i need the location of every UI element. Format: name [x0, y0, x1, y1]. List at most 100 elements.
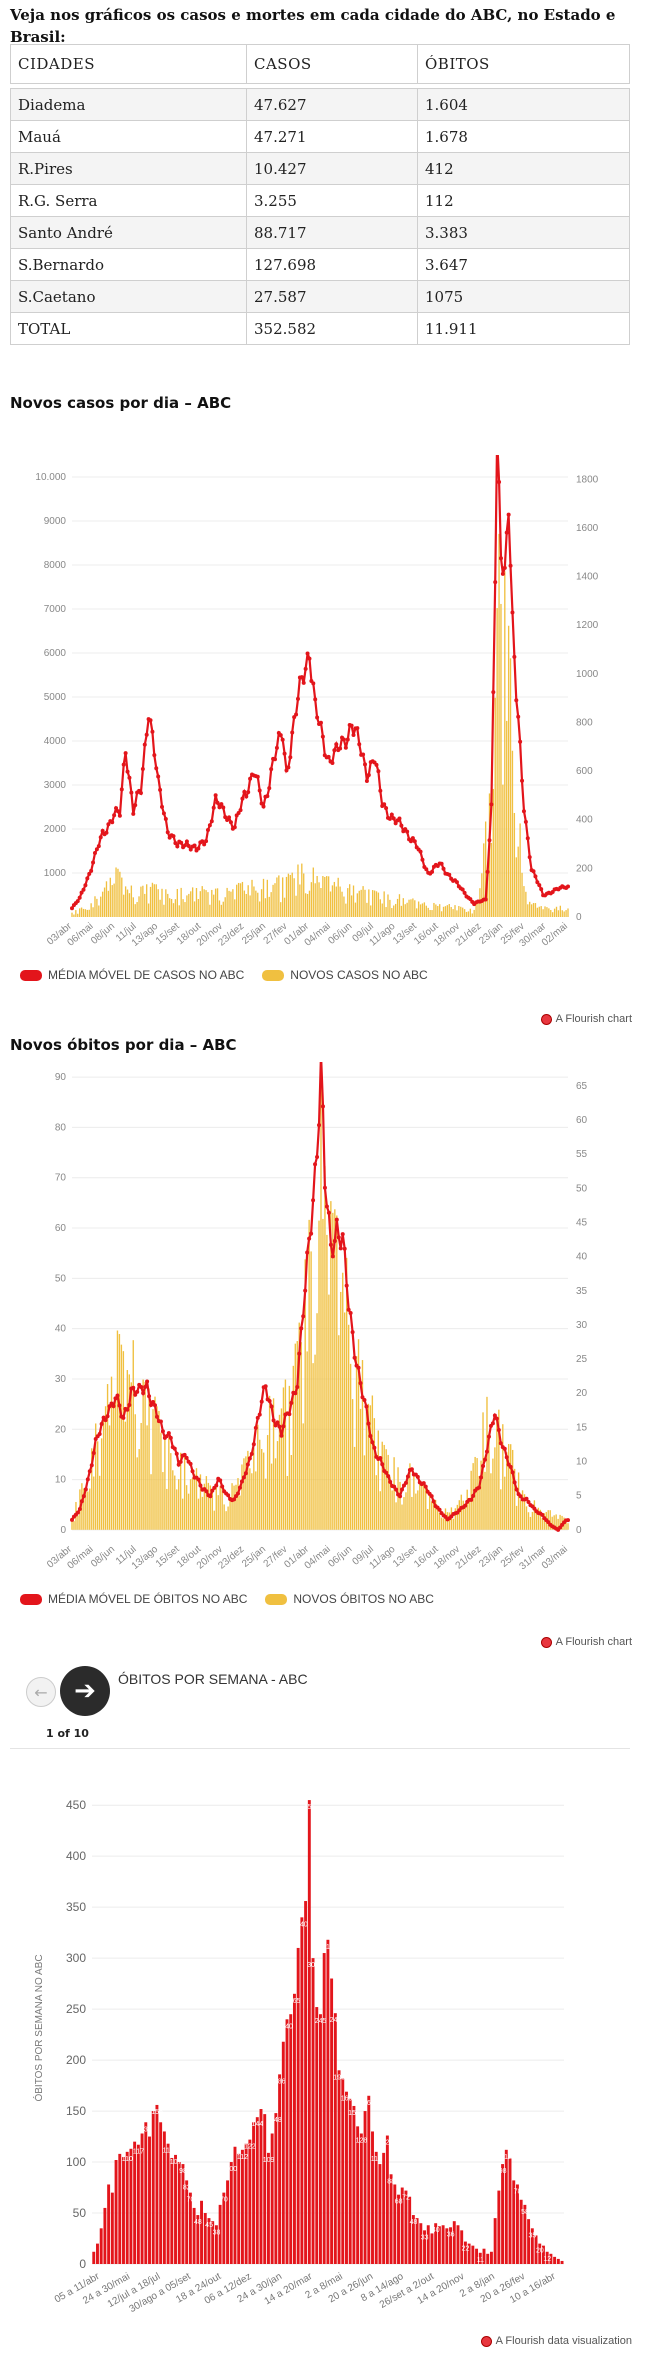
daily-bar [565, 910, 567, 917]
right-axis-tick-label: 600 [576, 766, 593, 777]
daily-bar [161, 888, 163, 917]
daily-bar [189, 1479, 192, 1530]
moving-average-point [502, 565, 507, 570]
moving-average-point [409, 1467, 414, 1472]
daily-bar [337, 877, 339, 917]
daily-bar [193, 1474, 196, 1530]
weekly-bar [467, 2243, 471, 2264]
moving-average-point [271, 1418, 276, 1423]
daily-bar [77, 913, 79, 917]
moving-average-point [288, 755, 293, 760]
moving-average-point [471, 1493, 476, 1498]
weekly-bar [159, 2122, 163, 2264]
daily-bar [353, 1446, 356, 1530]
moving-average-point [345, 737, 350, 742]
moving-average-point [412, 839, 417, 844]
flourish-credit[interactable]: A Flourish chart [540, 1013, 632, 1025]
daily-bar [282, 1387, 285, 1530]
moving-average-point [188, 847, 193, 852]
weekly-bar [174, 2154, 177, 2264]
flourish-credit[interactable]: A Flourish chart [540, 1636, 632, 1648]
daily-bar [502, 784, 504, 917]
moving-average-point [125, 1407, 130, 1412]
daily-bar [203, 1483, 206, 1530]
daily-bar [344, 1312, 346, 1530]
daily-bar [211, 1489, 213, 1530]
prev-button[interactable]: ← [26, 1677, 56, 1707]
moving-average-point [460, 887, 465, 892]
moving-average-point [279, 1433, 284, 1438]
daily-bar [81, 1483, 83, 1530]
moving-average-point [484, 1449, 489, 1454]
daily-bar [517, 1472, 520, 1530]
bar-value-label: 155 [348, 2110, 360, 2117]
moving-average-point [313, 697, 318, 702]
daily-bar [389, 1476, 391, 1530]
next-button[interactable]: ➔ [60, 1666, 110, 1716]
daily-bar [278, 875, 280, 917]
daily-bar [398, 894, 401, 917]
weekly-bar [478, 2252, 482, 2264]
daily-bar [460, 906, 462, 917]
bar-value-label: 22 [462, 2246, 470, 2253]
daily-bar [322, 876, 324, 917]
left-axis-tick-label: 10.000 [35, 472, 66, 483]
daily-bar [383, 891, 385, 917]
moving-average-point [384, 1470, 389, 1475]
daily-bar [288, 1385, 291, 1530]
daily-bar [128, 893, 131, 917]
left-axis-tick-label: 2000 [44, 824, 67, 835]
legend-item-new-deaths[interactable]: NOVOS ÓBITOS NO ABC [265, 1592, 434, 1606]
table-header-row: CIDADES CASOS ÓBITOS [10, 44, 630, 84]
daily-bar [436, 1507, 439, 1530]
daily-bar [452, 1518, 455, 1530]
daily-bar [437, 906, 439, 917]
daily-bar [385, 1449, 387, 1530]
daily-bar [351, 1399, 354, 1530]
daily-bar [331, 885, 334, 917]
legend-item-moving-average-deaths[interactable]: MÉDIA MÓVEL DE ÓBITOS NO ABC [20, 1592, 247, 1606]
moving-average-point [213, 793, 218, 798]
pager-count: 1 of 10 [46, 1727, 89, 1740]
daily-bar [297, 864, 299, 917]
moving-average-point [384, 806, 389, 811]
moving-average-point [200, 839, 205, 844]
moving-average-point [261, 804, 266, 809]
daily-bar [170, 898, 173, 917]
flourish-credit[interactable]: A Flourish data visualization [480, 2335, 632, 2347]
daily-bar [425, 905, 427, 917]
left-axis-tick-label: 10 [55, 1475, 67, 1486]
weekly-bar [452, 2221, 456, 2264]
moving-average-point [223, 815, 228, 820]
weekly-bar [545, 2251, 549, 2264]
legend-item-moving-average[interactable]: MÉDIA MÓVEL DE CASOS NO ABC [20, 968, 244, 982]
daily-bar [463, 909, 466, 917]
daily-bar [473, 909, 475, 917]
weekly-bar [151, 2111, 155, 2264]
y-axis-tick-label: 450 [66, 1798, 86, 1812]
weekly-bar [188, 2192, 192, 2264]
moving-average-point [338, 746, 343, 751]
daily-bar [158, 1410, 160, 1530]
cell-city: S.Caetano [10, 280, 247, 313]
daily-bar [109, 877, 111, 917]
daily-bar [156, 1406, 158, 1530]
daily-bar [433, 902, 435, 917]
legend-item-new-cases[interactable]: NOVOS CASOS NO ABC [262, 968, 428, 982]
daily-bar [402, 898, 404, 917]
legend-label: NOVOS CASOS NO ABC [290, 968, 428, 982]
weekly-bar [252, 2122, 256, 2264]
flourish-icon [480, 2335, 492, 2347]
daily-bar [506, 720, 508, 917]
moving-average-point [186, 843, 191, 848]
moving-average-point [104, 830, 109, 835]
bar-value-label: 72 [402, 2195, 410, 2202]
moving-average-point [421, 1481, 426, 1486]
moving-average-point [351, 733, 356, 738]
daily-bar [542, 909, 544, 917]
moving-average-point [350, 1330, 355, 1335]
moving-average-point [332, 1239, 337, 1244]
daily-bar [385, 907, 387, 917]
moving-average-point [175, 844, 180, 849]
bar-value-label: 128 [356, 2137, 368, 2144]
